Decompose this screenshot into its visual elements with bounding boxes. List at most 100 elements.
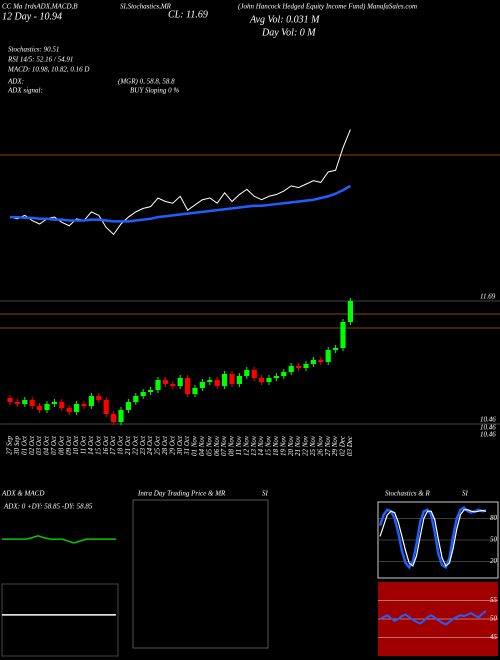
company: (John Hancock Hedged Equity Income Fund)… [238,3,417,11]
x-tick-label: 02 Oct [28,435,36,455]
x-tick-label: 30 Sep [13,436,21,456]
panel-title: Stochastics & R [385,490,430,498]
macd-panel [1,583,119,657]
candle-body [207,380,213,382]
panel-title: SI [262,490,269,498]
rsi-line [379,610,487,626]
x-tick-label: 13 Nov [250,435,258,456]
moving-average [10,184,352,223]
candle-body [333,348,339,350]
candle-body [251,370,257,378]
x-tick-label: 11 Oct [80,435,88,454]
x-tick-label: 20 Nov [287,435,295,456]
x-tick-label: 25 Nov [309,435,317,456]
candle-body [125,402,131,410]
candle-body [133,396,139,402]
x-tick-label: 26 Nov [316,435,324,456]
candle-body [170,384,176,386]
x-tick-label: 03 Dec [346,435,354,456]
x-tick-label: 14 Oct [87,435,95,455]
x-tick-label: 21 Nov [294,435,302,456]
x-tick-label: 05 Nov [205,435,213,456]
candle-body [103,400,109,414]
x-tick-label: 18 Nov [272,435,280,456]
x-tick-label: 31 Oct [183,435,191,456]
x-tick-label: 27 Sep [6,436,14,455]
x-tick-label: 25 Oct [154,435,162,455]
x-tick-label: 06 Nov [213,435,221,456]
x-tick-label: 22 Oct [131,435,139,455]
day-ma: 12 Day - 10.94 [2,11,62,22]
candle-body [288,366,294,372]
panel-title: ADX & MACD [1,490,44,498]
candle-body [214,380,220,386]
candle-body [296,366,302,368]
candle-body [29,400,35,406]
candle-body [229,374,235,384]
x-tick-label: 04 Nov [198,435,206,456]
x-tick-label: 15 Nov [265,435,273,456]
avg-vol: Avg Vol: 0.031 M [249,14,320,25]
candle-body [44,404,50,410]
x-tick-label: 14 Nov [257,435,265,456]
panel-title: SI [462,490,469,498]
candle-body [148,390,154,392]
stoch-label: SI,Stochastics,MR [120,3,172,11]
x-tick-label: 15 Oct [94,435,102,455]
candle-body [14,402,20,404]
candle-body [88,396,94,406]
candle-body [37,406,43,410]
candle-body [303,364,309,368]
x-tick-label: 22 Nov [302,435,310,456]
x-tick-label: 24 Oct [146,435,154,455]
x-tick-label: 01 Oct [20,435,28,455]
price-label: 11.69 [480,293,496,301]
x-tick-label: 08 Nov [228,435,236,456]
candle-body [59,402,65,408]
rsi: RSI 14/5: 52.16 / 54.91 [7,56,73,64]
x-tick-label: 09 Oct [65,435,73,455]
x-tick-label: 21 Oct [124,435,132,455]
x-tick-label: 10 Oct [72,435,80,455]
candle-body [222,374,228,386]
price-line-upper [9,129,351,236]
intraday-panel [132,499,269,649]
candle-body [185,378,191,394]
y-tick-label: 45 [490,633,498,641]
candle-body [273,376,279,378]
candle-body [199,382,205,388]
x-tick-label: 16 Oct [102,435,110,455]
y-tick-label: 50 [490,536,498,544]
candle-body [259,378,265,382]
stochastic-line [379,509,487,567]
close-label: CL: 11.69 [168,9,208,20]
candle-body [51,402,57,404]
x-tick-label: 07 Oct [50,435,58,455]
x-tick-label: 02 Dec [339,435,347,456]
candle-body [66,408,72,412]
x-tick-label: 11 Nov [235,435,243,455]
candle-body [22,400,28,404]
x-tick-label: 29 Oct [168,435,176,455]
x-tick-label: 23 Oct [139,435,147,455]
x-tick-label: 03 Oct [35,435,43,455]
price-label: 10.46 [480,431,496,439]
candle-body [236,376,242,384]
panel-subtitle: ADX: 0 +DY: 58.85 -DY: 58.85 [3,503,93,511]
candle-body [192,388,198,394]
candle-body [340,322,346,348]
candle-body [140,392,146,396]
candle-body [310,360,316,364]
day-vol: Day Vol: 0 M [261,27,316,38]
x-tick-label: 04 Oct [43,435,51,455]
candle-body [318,360,324,362]
stochastic-line [378,506,487,570]
x-tick-label: 19 Nov [279,435,287,456]
x-tick-label: 30 Oct [176,435,184,456]
price-label: 10.46 [480,424,496,432]
candle-body [7,398,13,402]
price-label: 10.46 [480,416,496,424]
panel-title: Intra Day Trading Price & MR [137,490,226,498]
y-tick-label: 50 [490,615,498,623]
